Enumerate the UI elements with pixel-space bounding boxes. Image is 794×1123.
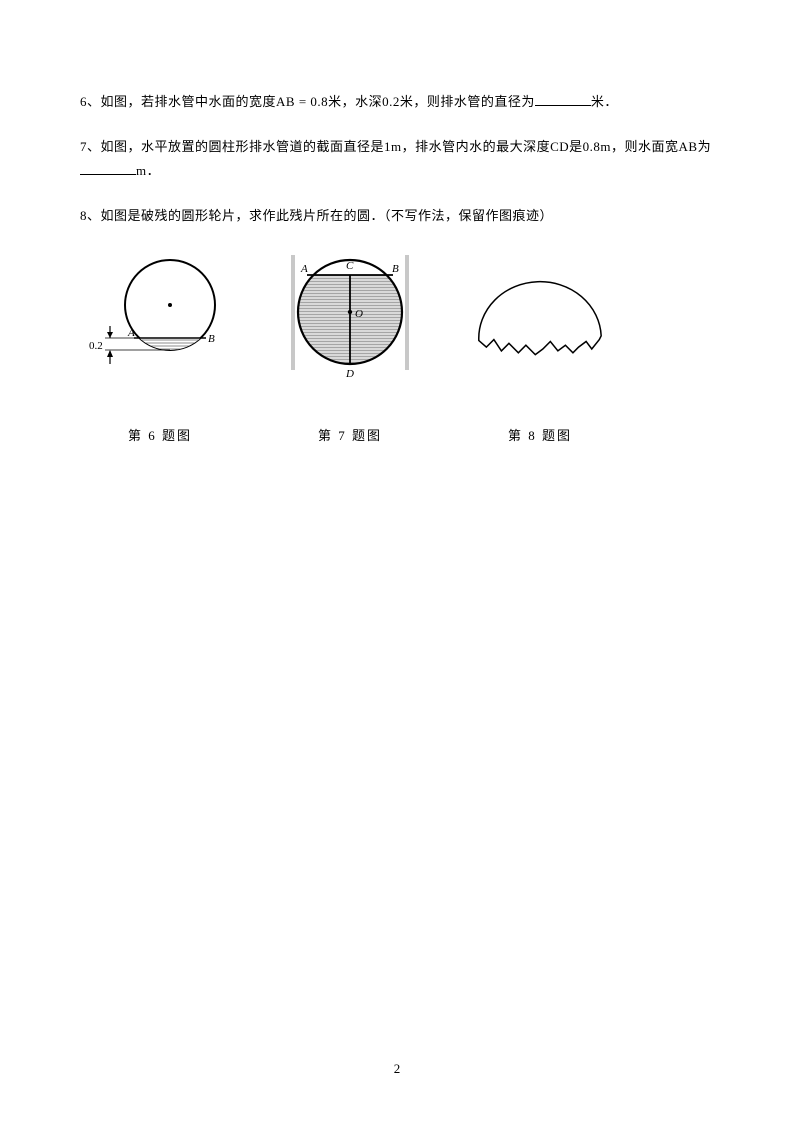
fig7-label-d: D	[345, 368, 354, 380]
caption-7: 第 7 题图	[270, 425, 430, 444]
captions-row: 第 6 题图 第 7 题图 第 8 题图	[80, 425, 714, 444]
caption-6: 第 6 题图	[80, 425, 240, 444]
problem-7-number: 7、	[80, 139, 101, 154]
figure-6-cell: A B 0.2	[80, 250, 240, 385]
fig6-center	[168, 303, 172, 307]
fig7-label-c: C	[346, 260, 354, 272]
fig7-label-b: B	[392, 263, 399, 275]
figure-7-svg: A B C O D	[275, 250, 425, 385]
problem-6: 6、如图，若排水管中水面的宽度AB = 0.8米，水深0.2米，则排水管的直径为…	[80, 90, 714, 113]
figure-8-cell	[460, 250, 620, 385]
page: 6、如图，若排水管中水面的宽度AB = 0.8米，水深0.2米，则排水管的直径为…	[0, 0, 794, 1123]
problem-8: 8、如图是破残的圆形轮片，求作此残片所在的圆．（不写作法，保留作图痕迹）	[80, 204, 714, 227]
fig7-center-dot	[348, 309, 352, 313]
page-number: 2	[0, 1061, 794, 1077]
figure-7: A B C O D	[270, 250, 430, 385]
fig6-depth-label: 0.2	[89, 340, 103, 352]
figures-row: A B 0.2	[80, 250, 714, 385]
fig6-label-b: B	[208, 333, 215, 345]
problem-6-text-a: 如图，若排水管中水面的宽度AB = 0.8米，水深0.2米，则排水管的直径为	[101, 94, 535, 109]
problem-7-blank	[80, 161, 136, 175]
fig7-label-o: O	[355, 308, 363, 320]
fig6-label-a: A	[127, 327, 135, 339]
figure-8-svg	[460, 257, 620, 377]
fig8-broken-path	[479, 282, 601, 355]
figure-7-cell: A B C O D	[270, 250, 430, 385]
fig6-arrow-bot-head	[107, 350, 113, 357]
caption-8: 第 8 题图	[460, 425, 620, 444]
problem-6-number: 6、	[80, 94, 101, 109]
problem-7-text-a: 如图，水平放置的圆柱形排水管道的截面直径是1m，排水管内水的最大深度CD是0.8…	[101, 139, 712, 154]
figure-8	[460, 250, 620, 385]
figure-6: A B 0.2	[80, 250, 240, 385]
problem-6-blank	[535, 92, 591, 106]
problem-6-text-b: 米．	[591, 94, 618, 109]
fig6-water	[115, 338, 235, 368]
fig7-label-a: A	[300, 263, 308, 275]
problem-8-text-a: 如图是破残的圆形轮片，求作此残片所在的圆．（不写作法，保留作图痕迹）	[101, 208, 554, 223]
fig6-arrow-top-head	[107, 332, 113, 338]
problem-7-text-b: m．	[136, 163, 160, 178]
figure-6-svg: A B 0.2	[85, 250, 235, 385]
problem-8-number: 8、	[80, 208, 101, 223]
problem-7: 7、如图，水平放置的圆柱形排水管道的截面直径是1m，排水管内水的最大深度CD是0…	[80, 135, 714, 182]
